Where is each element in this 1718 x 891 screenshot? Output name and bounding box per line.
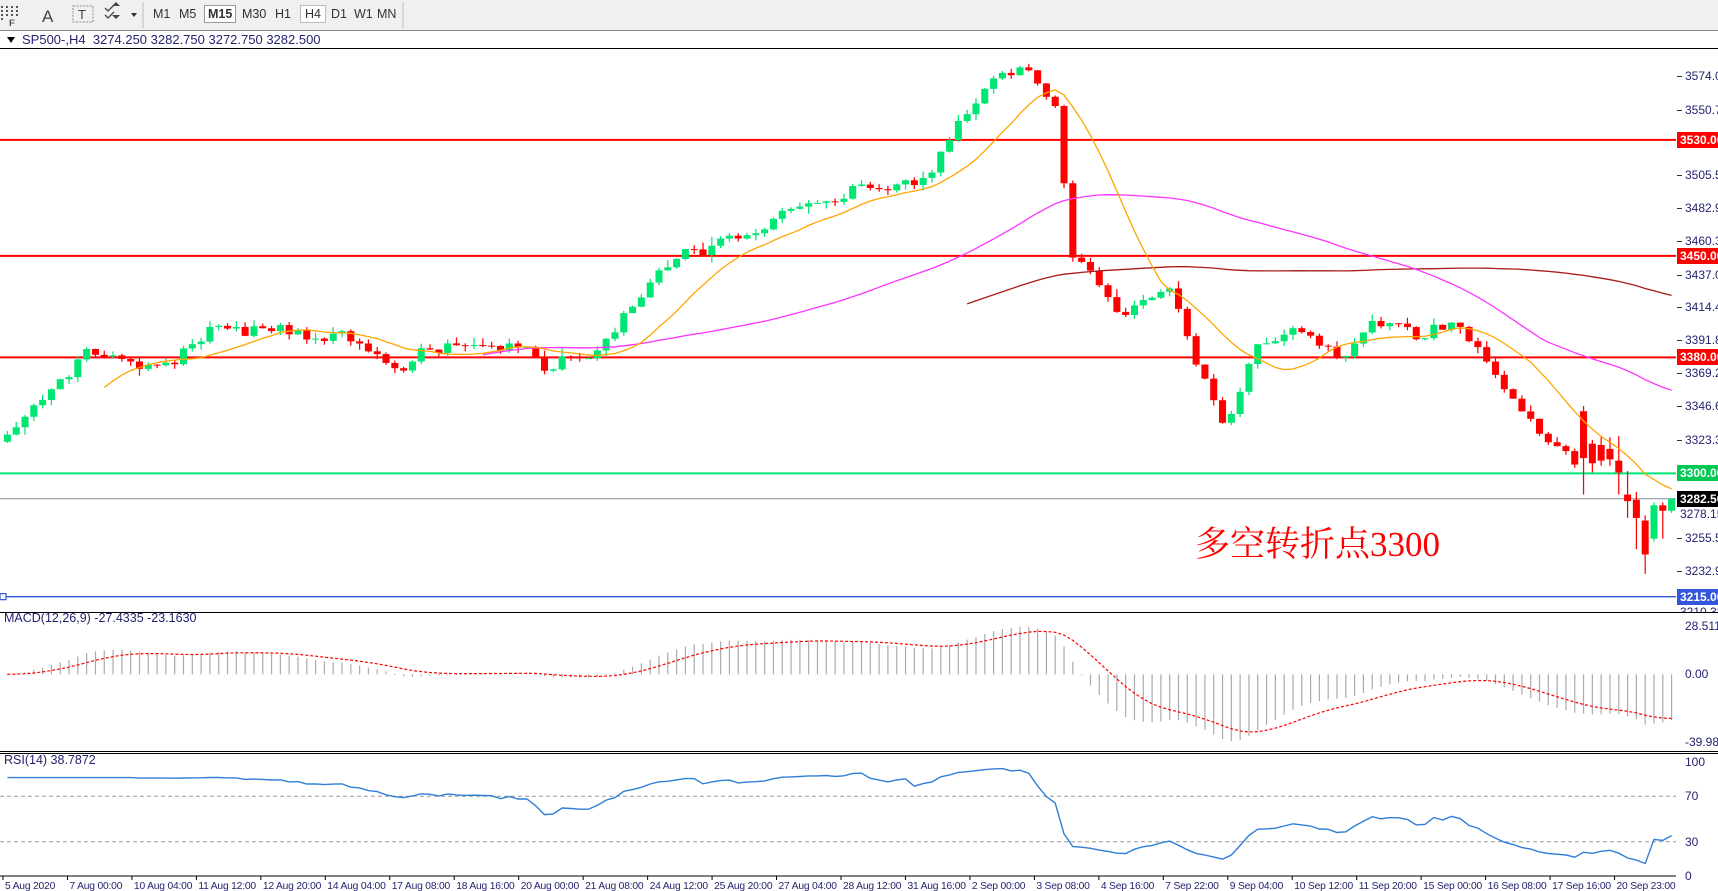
svg-text:T: T bbox=[78, 7, 86, 22]
svg-text:多空转折点3300: 多空转折点3300 bbox=[1195, 525, 1440, 564]
svg-text:RSI(14) 38.7872: RSI(14) 38.7872 bbox=[4, 754, 96, 767]
svg-text:MACD(12,26,9) -27.4335 -23.163: MACD(12,26,9) -27.4335 -23.1630 bbox=[4, 612, 197, 625]
svg-text:F: F bbox=[9, 18, 15, 29]
svg-text:A: A bbox=[42, 7, 54, 26]
